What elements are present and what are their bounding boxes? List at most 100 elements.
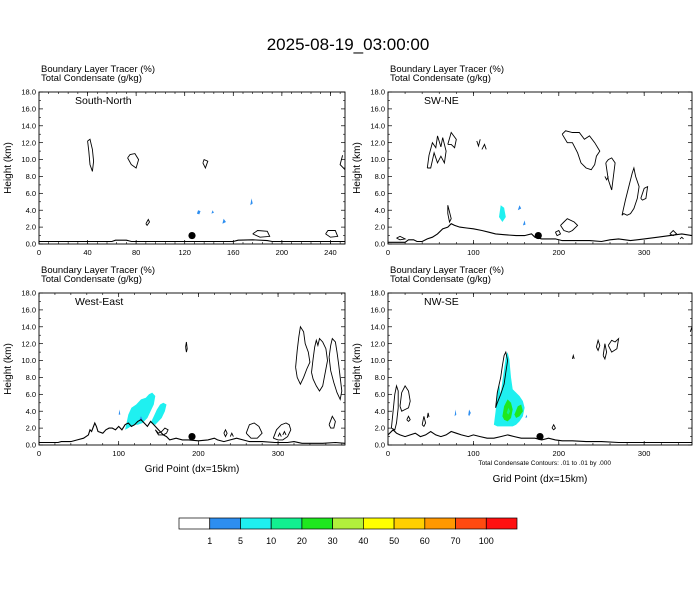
condensate-contour xyxy=(426,412,430,419)
colorbar-label: 100 xyxy=(479,536,494,546)
condensate-contour xyxy=(560,218,579,233)
location-marker xyxy=(188,231,196,240)
y-axis-title: Height (km) xyxy=(352,343,363,395)
tracer-region xyxy=(125,392,156,430)
colorbar-swatch xyxy=(178,517,211,530)
panel-west-east: Boundary Layer Tracer (%)Total Condensat… xyxy=(3,265,346,458)
plot-frame xyxy=(38,292,346,446)
y-axis-title: Height (km) xyxy=(3,142,14,194)
condensate-contour xyxy=(325,230,339,238)
tracer-region xyxy=(493,352,525,427)
colorbar-swatch xyxy=(332,517,364,530)
contour-label: Total Condensate (g/kg) xyxy=(390,73,491,84)
condensate-contour xyxy=(621,166,640,216)
condensate-contour xyxy=(328,415,336,429)
y-tick-label: 8.0 xyxy=(26,373,36,382)
y-tick-label: 6.0 xyxy=(26,189,36,198)
panel-south-north: Boundary Layer Tracer (%)Total Condensat… xyxy=(3,64,346,257)
tracer-region xyxy=(468,409,471,417)
field-label: Boundary Layer Tracer (%) xyxy=(390,265,504,276)
y-tick-label: 10.0 xyxy=(370,356,385,365)
condensate-contour xyxy=(311,337,328,392)
colorbar-label: 1 xyxy=(207,536,212,546)
x-tick-label: 100 xyxy=(467,248,480,257)
condensate-contour xyxy=(426,135,447,169)
condensate-contour xyxy=(245,422,263,439)
tracer-region xyxy=(501,210,505,216)
panel-title: South-North xyxy=(75,95,132,107)
tracer-region xyxy=(514,404,523,418)
y-tick-label: 0.0 xyxy=(26,441,36,450)
condensate-contour xyxy=(447,131,457,149)
y-tick-label: 16.0 xyxy=(370,104,385,113)
y-tick-label: 12.0 xyxy=(370,138,385,147)
plot-area xyxy=(388,130,692,243)
x-tick-label: 300 xyxy=(638,449,651,458)
condensate-contour xyxy=(421,416,427,428)
tracer-region xyxy=(454,409,457,417)
y-tick-label: 14.0 xyxy=(21,322,36,331)
y-tick-label: 0.0 xyxy=(375,240,385,249)
field-label: Boundary Layer Tracer (%) xyxy=(41,64,155,75)
y-tick-label: 14.0 xyxy=(21,121,36,130)
y-tick-label: 10.0 xyxy=(21,356,36,365)
y-tick-label: 18.0 xyxy=(370,88,385,97)
condensate-contour xyxy=(476,139,481,148)
colorbar-swatch xyxy=(455,517,487,530)
x-tick-label: 80 xyxy=(132,248,140,257)
location-marker xyxy=(536,432,544,441)
tracer-region xyxy=(222,218,226,224)
tracer-region xyxy=(506,407,511,415)
tracer-region xyxy=(250,198,253,206)
contour-note: Total Condensate Contours: .01 to .01 by… xyxy=(478,460,611,467)
colorbar-legend: 1 5 10 20 30 40 50 60 70 100 xyxy=(178,517,518,546)
condensate-contour xyxy=(406,415,411,423)
condensate-contour xyxy=(277,432,282,437)
condensate-contour xyxy=(605,157,616,191)
x-tick-label: 40 xyxy=(83,248,91,257)
condensate-contour xyxy=(223,428,228,438)
terrain-line xyxy=(39,419,345,444)
y-tick-label: 8.0 xyxy=(375,373,385,382)
x-tick-label: 200 xyxy=(192,449,205,458)
condensate-contour xyxy=(495,350,509,408)
condensate-contour xyxy=(481,143,487,150)
condensate-contour xyxy=(229,432,234,437)
x-tick-label: 100 xyxy=(467,449,480,458)
condensate-contour xyxy=(295,325,311,386)
condensate-contour xyxy=(679,236,684,240)
condensate-contour xyxy=(551,423,556,431)
x-tick-label: 0 xyxy=(37,248,41,257)
plot-area xyxy=(39,325,345,444)
y-tick-label: 6.0 xyxy=(375,390,385,399)
condensate-contour xyxy=(390,384,399,431)
condensate-contour xyxy=(127,153,140,169)
tracer-region xyxy=(139,416,143,420)
panel-nw-se: Boundary Layer Tracer (%)Total Condensat… xyxy=(352,265,693,458)
colorbar-swatch xyxy=(240,517,272,530)
y-tick-label: 14.0 xyxy=(370,322,385,331)
colorbar-label: 10 xyxy=(266,536,276,546)
y-tick-label: 2.0 xyxy=(26,223,36,232)
colorbar-label: 60 xyxy=(420,536,430,546)
condensate-contour xyxy=(607,337,620,353)
y-tick-label: 10.0 xyxy=(370,155,385,164)
condensate-contour xyxy=(447,205,452,224)
condensate-contour xyxy=(640,185,649,201)
condensate-contour xyxy=(571,353,575,360)
x-tick-label: 200 xyxy=(553,248,566,257)
condensate-contour xyxy=(396,235,407,241)
tracer-region xyxy=(150,402,167,425)
x-tick-label: 200 xyxy=(276,248,289,257)
y-tick-label: 4.0 xyxy=(375,407,385,416)
plot-frame xyxy=(387,292,693,446)
x-axis-title-bottom-left: Grid Point (dx=15km) xyxy=(145,464,240,475)
condensate-contour xyxy=(595,338,601,352)
field-label: Boundary Layer Tracer (%) xyxy=(390,64,504,75)
y-tick-label: 2.0 xyxy=(26,424,36,433)
y-tick-label: 0.0 xyxy=(375,441,385,450)
y-tick-label: 0.0 xyxy=(26,240,36,249)
colorbar-label: 20 xyxy=(297,536,307,546)
terrain-line xyxy=(388,223,692,243)
